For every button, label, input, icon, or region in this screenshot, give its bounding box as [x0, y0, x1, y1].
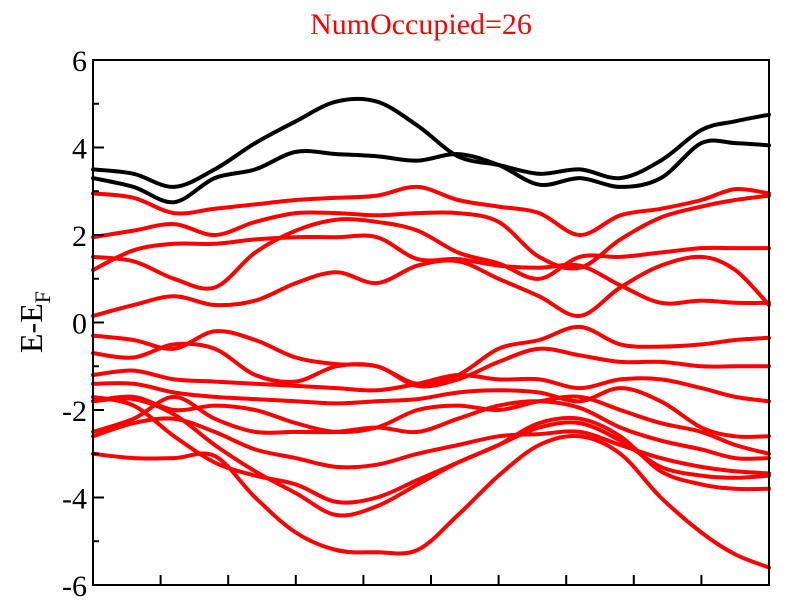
- occupied-band-line-9: [91, 341, 771, 389]
- y-tick-label: -4: [62, 483, 87, 516]
- unoccupied-band-line-2: [91, 138, 771, 205]
- y-tick-label: -2: [62, 395, 87, 428]
- y-tick-label: 4: [72, 133, 87, 166]
- occupied-band-line-17: [91, 433, 771, 570]
- y-axis-label: E-EF: [13, 291, 55, 353]
- y-axis-label-subscript: F: [30, 291, 55, 303]
- y-tick-label: 2: [72, 220, 87, 253]
- occupied-band-line-16: [91, 396, 771, 518]
- y-axis-label-main: E-E: [13, 303, 49, 353]
- chart-title: NumOccupied=26: [310, 8, 532, 41]
- occupied-band-line-12: [91, 394, 771, 456]
- band-lines: [91, 96, 771, 570]
- occupied-band-line-10: [91, 368, 771, 404]
- y-axis-ticks: -6 -4 -2 0 2 4 6: [62, 45, 104, 603]
- y-tick-label: 0: [72, 308, 87, 341]
- occupied-band-line-14: [91, 416, 771, 476]
- x-axis-ticks: [159, 575, 703, 585]
- occupied-band-line-5: [91, 217, 771, 291]
- occupied-band-line-11: [91, 381, 771, 439]
- occupied-band-line-7: [91, 254, 771, 318]
- unoccupied-band-line-1: [91, 96, 771, 189]
- occupied-band-line-13: [91, 394, 771, 461]
- occupied-band-line-4: [91, 193, 771, 271]
- y-tick-label: -6: [62, 570, 87, 603]
- y-tick-label: 6: [72, 45, 87, 78]
- occupied-band-line-3: [91, 184, 771, 238]
- occupied-band-line-8: [91, 324, 771, 387]
- occupied-band-line-6: [91, 233, 771, 306]
